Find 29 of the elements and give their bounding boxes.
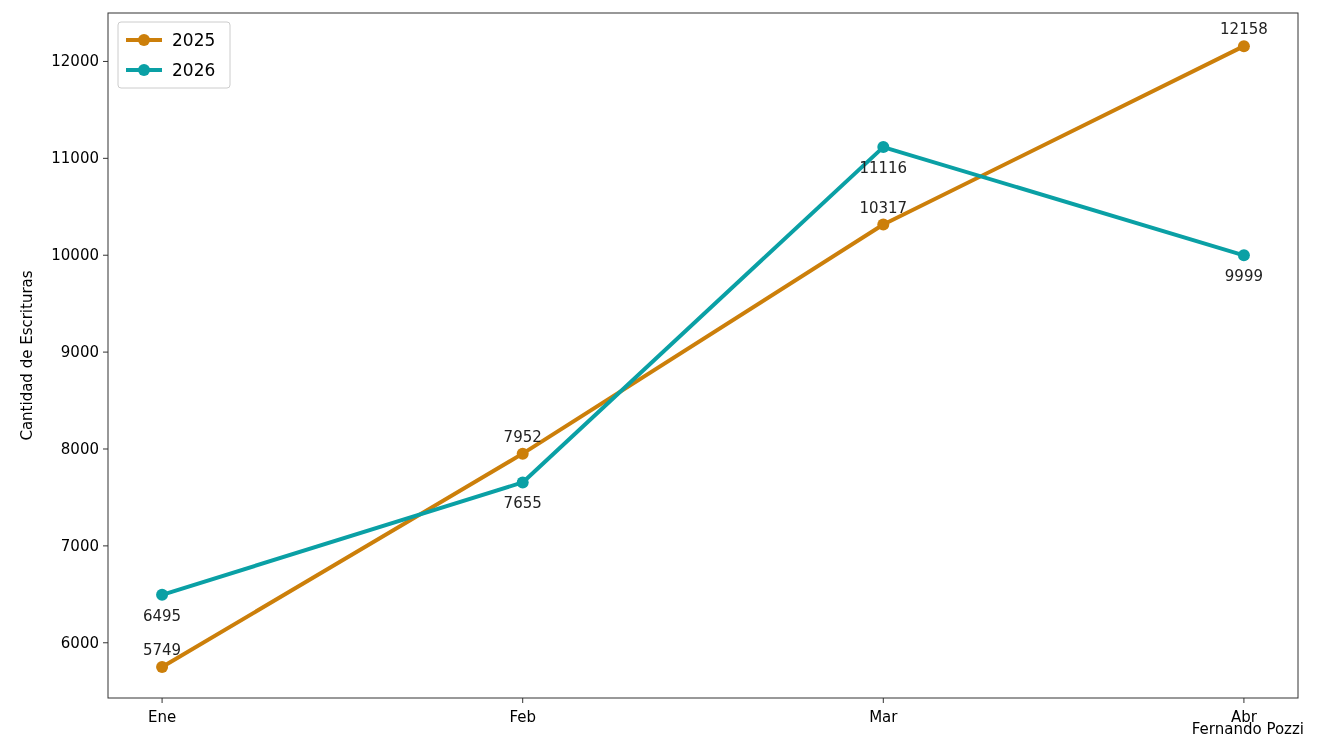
data-label: 7655 — [503, 494, 542, 513]
y-tick-label: 10000 — [51, 246, 99, 265]
x-tick-label: Mar — [869, 708, 899, 726]
point — [877, 218, 890, 231]
point — [156, 661, 169, 674]
data-label: 7952 — [503, 427, 542, 446]
y-tick-label: 12000 — [51, 52, 99, 71]
legend-label: 2026 — [172, 60, 216, 80]
data-label: 6495 — [143, 606, 182, 625]
point — [516, 447, 529, 460]
data-label: 11116 — [859, 159, 908, 178]
y-axis-title: Cantidad de Escrituras — [18, 270, 36, 441]
data-label: 5749 — [143, 641, 182, 660]
data-label: 10317 — [859, 198, 908, 217]
x-tick-label: Feb — [509, 708, 536, 726]
point — [516, 476, 529, 489]
point — [156, 588, 169, 601]
x-tick-label: Ene — [147, 708, 177, 726]
data-label: 12158 — [1220, 20, 1268, 39]
point — [877, 141, 890, 154]
y-tick-label: 9000 — [60, 343, 99, 362]
legend-label: 2025 — [172, 30, 216, 50]
point — [1237, 249, 1250, 262]
y-tick-label: 7000 — [60, 536, 99, 555]
y-tick-label: 8000 — [60, 440, 99, 458]
data-label: 9999 — [1224, 267, 1263, 286]
y-tick-label: 11000 — [51, 149, 99, 168]
y-tick-label: 6000 — [60, 633, 99, 652]
point — [1237, 40, 1250, 53]
